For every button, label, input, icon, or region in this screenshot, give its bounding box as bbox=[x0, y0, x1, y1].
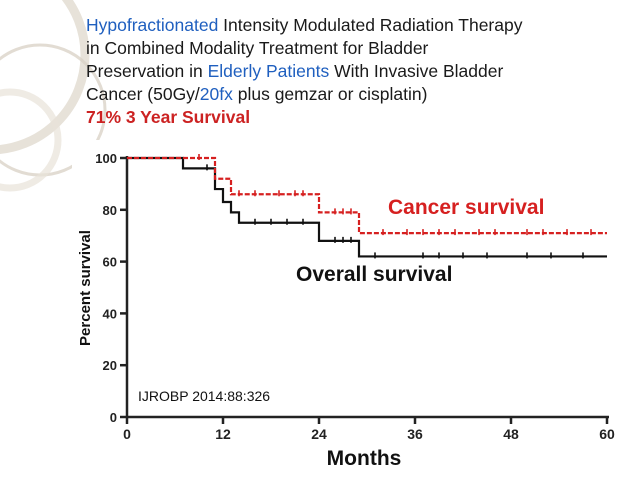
title-line-4: Cancer (50Gy/20fx plus gemzar or cisplat… bbox=[86, 84, 428, 104]
cancer-survival-curve bbox=[127, 156, 607, 235]
chart-background bbox=[72, 140, 632, 458]
y-tick-label: 60 bbox=[103, 255, 117, 270]
y-tick-label: 100 bbox=[95, 151, 117, 166]
overall-survival-curve bbox=[127, 156, 607, 258]
title-line-2: in Combined Modality Treatment for Bladd… bbox=[86, 38, 429, 58]
x-tick-label: 12 bbox=[215, 426, 231, 442]
x-tick-label: 60 bbox=[599, 426, 615, 442]
overall-survival-label: Overall survival bbox=[296, 263, 452, 286]
x-tick-label: 24 bbox=[311, 426, 327, 442]
y-tick-label: 0 bbox=[110, 410, 117, 425]
x-tick-label: 36 bbox=[407, 426, 423, 442]
citation-label: IJROBP 2014:88:326 bbox=[138, 388, 270, 404]
title-line-1: Hypofractionated Intensity Modulated Rad… bbox=[86, 15, 523, 35]
y-tick-label: 40 bbox=[103, 306, 117, 321]
cancer-survival-label: Cancer survival bbox=[388, 196, 544, 219]
x-tick-label: 0 bbox=[123, 426, 131, 442]
x-tick-label: 48 bbox=[503, 426, 519, 442]
y-tick-label: 20 bbox=[103, 358, 117, 373]
survival-headline: 71% 3 Year Survival bbox=[86, 107, 251, 127]
y-axis-label: Percent survival bbox=[77, 230, 94, 346]
x-axis-label: Months bbox=[327, 447, 402, 470]
y-tick-label: 80 bbox=[103, 203, 117, 218]
slide-title: Hypofractionated Intensity Modulated Rad… bbox=[86, 14, 626, 129]
title-line-3: Preservation in Elderly Patients With In… bbox=[86, 61, 504, 81]
